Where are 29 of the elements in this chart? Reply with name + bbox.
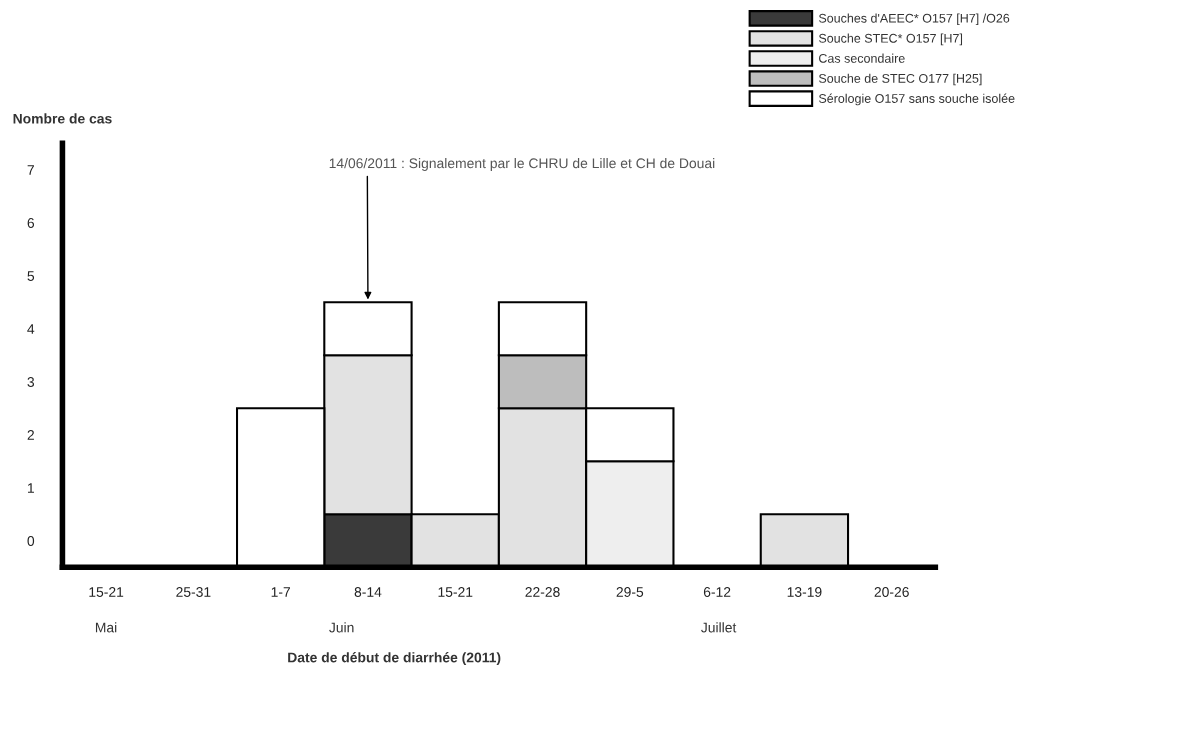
x-tick-label: 15-21 (89, 587, 124, 597)
annotation: 14/06/2011 : Signalement par le CHRU de Lille et CH de Douai (329, 158, 715, 171)
x-tick-label: 20-26 (874, 587, 909, 597)
text: Juin (329, 622, 354, 633)
y-tick-label: 1 (27, 483, 34, 493)
y-tick-label: 7 (27, 165, 34, 175)
legend-label: Souche de STEC O177 [H25] (818, 73, 982, 86)
legend-label: Souches d'AEEC* O157 [H7] /O26 (818, 13, 1010, 26)
x-tick-label: 1-7 (271, 587, 290, 597)
y-tick-label: 3 (27, 377, 35, 387)
legend-label: Sérologie O157 sans souche isolée (818, 93, 1015, 106)
y-tick-label: 2 (27, 430, 34, 440)
y-tick-label: 5 (27, 271, 35, 281)
x-tick-label: 22-28 (525, 587, 560, 597)
x-tick-label: 29-5 (616, 587, 644, 597)
legend-label: Souche STEC* O157 [H7] (818, 33, 963, 46)
y-tick-label: 0 (27, 536, 35, 546)
text: Mai (95, 622, 117, 633)
y-tick-label: 4 (27, 324, 35, 334)
x-tick-label: 8-14 (354, 587, 382, 597)
x-tick-label: 15-21 (438, 587, 473, 597)
y-axis-title: Nombre de cas (13, 113, 112, 124)
legend-label: Cas secondaire (819, 53, 905, 63)
text: Juillet (701, 622, 737, 633)
x-tick-label: 6-12 (703, 587, 731, 597)
y-tick-label: 6 (27, 218, 35, 228)
x-tick-label: 13-19 (787, 587, 822, 597)
x-tick-label: 25-31 (176, 587, 211, 597)
x-axis-title: Date de début de diarrhée (2011) (288, 652, 501, 666)
